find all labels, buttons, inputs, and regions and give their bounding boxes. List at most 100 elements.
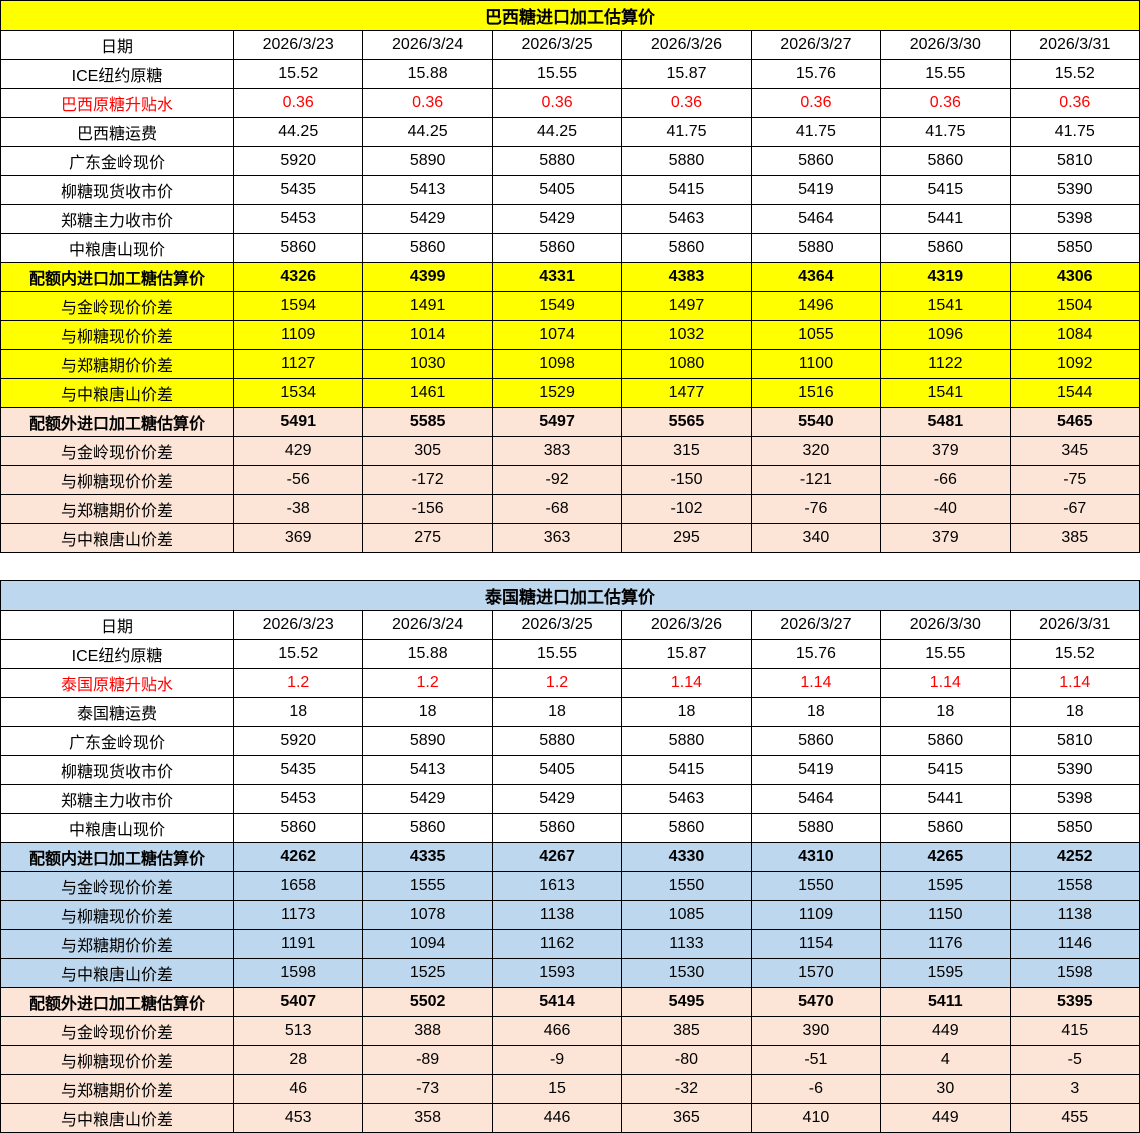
value-cell: 5464 (750, 204, 882, 234)
value-cell: 18 (1009, 697, 1140, 727)
value-cell: 15.52 (232, 639, 364, 669)
date-header-cell: 2026/3/31 (1009, 610, 1140, 640)
date-header-cell: 2026/3/30 (880, 610, 1011, 640)
row-label: 与柳糖现价价差 (0, 1045, 234, 1075)
date-header-cell: 2026/3/30 (880, 30, 1011, 60)
value-cell: 1525 (362, 958, 493, 988)
value-cell: 41.75 (1009, 117, 1140, 147)
value-cell: 1109 (750, 900, 882, 930)
value-cell: 46 (232, 1074, 364, 1104)
value-cell: 1.14 (750, 668, 882, 698)
value-cell: 1.14 (880, 668, 1011, 698)
value-cell: 1094 (362, 929, 493, 959)
value-cell: 1074 (491, 320, 623, 350)
value-cell: 5407 (232, 987, 364, 1017)
value-cell: 1.2 (362, 668, 493, 698)
row-label: 与郑糖期价价差 (0, 1074, 234, 1104)
value-cell: 5435 (232, 755, 364, 785)
value-cell: 0.36 (362, 88, 493, 118)
date-header-cell: 2026/3/26 (621, 30, 752, 60)
value-cell: 1549 (491, 291, 623, 321)
row-label: 与中粮唐山价差 (0, 958, 234, 988)
value-cell: 5860 (750, 146, 882, 176)
row-label: 与柳糖现价价差 (0, 320, 234, 350)
value-cell: 5890 (362, 726, 493, 756)
table-row: 与柳糖现价价差 1173 1078 1138 1085 1109 1150 1138 (0, 900, 1140, 930)
row-label: 柳糖现货收市价 (0, 755, 234, 785)
value-cell: -172 (362, 465, 493, 495)
row-label: 巴西原糖升贴水 (0, 88, 234, 118)
value-cell: 5429 (362, 784, 493, 814)
value-cell: 4319 (880, 262, 1011, 292)
value-cell: -68 (491, 494, 623, 524)
date-header-cell: 2026/3/23 (232, 30, 364, 60)
table-row: 与郑糖期价价差 -38 -156 -68 -102 -76 -40 -67 (0, 494, 1140, 524)
value-cell: 369 (232, 523, 364, 553)
row-label: 配额内进口加工糖估算价 (0, 262, 234, 292)
value-cell: 5880 (750, 813, 882, 843)
value-cell: 5860 (880, 146, 1011, 176)
row-label: 与金岭现价价差 (0, 291, 234, 321)
value-cell: 5565 (621, 407, 752, 437)
value-cell: -73 (362, 1074, 493, 1104)
date-header-cell: 2026/3/25 (491, 610, 623, 640)
value-cell: 5880 (491, 726, 623, 756)
value-cell: 5860 (491, 233, 623, 263)
value-cell: 5465 (1009, 407, 1140, 437)
value-cell: 4364 (750, 262, 882, 292)
value-cell: 5860 (362, 233, 493, 263)
value-cell: -38 (232, 494, 364, 524)
table-row: 与中粮唐山价差 1598 1525 1593 1530 1570 1595 1598 (0, 958, 1140, 988)
table-row: 广东金岭现价 5920 5890 5880 5880 5860 5860 5810 (0, 726, 1140, 756)
date-header-cell: 2026/3/25 (491, 30, 623, 60)
row-label: 配额内进口加工糖估算价 (0, 842, 234, 872)
value-cell: -75 (1009, 465, 1140, 495)
value-cell: 5405 (491, 175, 623, 205)
value-cell: 1550 (621, 871, 752, 901)
row-label: 郑糖主力收市价 (0, 204, 234, 234)
value-cell: 44.25 (491, 117, 623, 147)
table-row: ICE纽约原糖 15.52 15.88 15.55 15.87 15.76 15.55 15.… (0, 59, 1140, 89)
table-row: 与郑糖期价价差 1191 1094 1162 1133 1154 1176 1146 (0, 929, 1140, 959)
value-cell: -80 (621, 1045, 752, 1075)
value-cell: 1030 (362, 349, 493, 379)
value-cell: 5880 (491, 146, 623, 176)
value-cell: 1085 (621, 900, 752, 930)
table-row: 与金岭现价价差 1658 1555 1613 1550 1550 1595 1558 (0, 871, 1140, 901)
row-label: ICE纽约原糖 (0, 59, 234, 89)
value-cell: -102 (621, 494, 752, 524)
value-cell: 18 (362, 697, 493, 727)
value-cell: 1496 (750, 291, 882, 321)
value-cell: 1092 (1009, 349, 1140, 379)
value-cell: 1100 (750, 349, 882, 379)
table-row: 柳糖现货收市价 5435 5413 5405 5415 5419 5415 5390 (0, 175, 1140, 205)
value-cell: 5463 (621, 204, 752, 234)
value-cell: 5860 (750, 726, 882, 756)
value-cell: 383 (491, 436, 623, 466)
value-cell: 28 (232, 1045, 364, 1075)
value-cell: 5413 (362, 755, 493, 785)
value-cell: 5860 (880, 813, 1011, 843)
value-cell: 4252 (1009, 842, 1140, 872)
value-cell: 1550 (750, 871, 882, 901)
value-cell: 1109 (232, 320, 364, 350)
value-cell: 5860 (232, 813, 364, 843)
value-cell: 5920 (232, 726, 364, 756)
value-cell: 0.36 (750, 88, 882, 118)
value-cell: 1133 (621, 929, 752, 959)
value-cell: 390 (750, 1016, 882, 1046)
value-cell: 5860 (232, 233, 364, 263)
value-cell: 44.25 (232, 117, 364, 147)
value-cell: 15.55 (880, 59, 1011, 89)
table-row: 柳糖现货收市价 5435 5413 5405 5415 5419 5415 5390 (0, 755, 1140, 785)
value-cell: 358 (362, 1103, 493, 1133)
value-cell: 388 (362, 1016, 493, 1046)
value-cell: 1541 (880, 378, 1011, 408)
row-label: 与柳糖现价价差 (0, 900, 234, 930)
row-label: 与郑糖期价价差 (0, 494, 234, 524)
table-title: 巴西糖进口加工估算价 (0, 0, 1140, 31)
date-header-cell: 2026/3/24 (362, 610, 493, 640)
value-cell: 1176 (880, 929, 1011, 959)
value-cell: 5463 (621, 784, 752, 814)
